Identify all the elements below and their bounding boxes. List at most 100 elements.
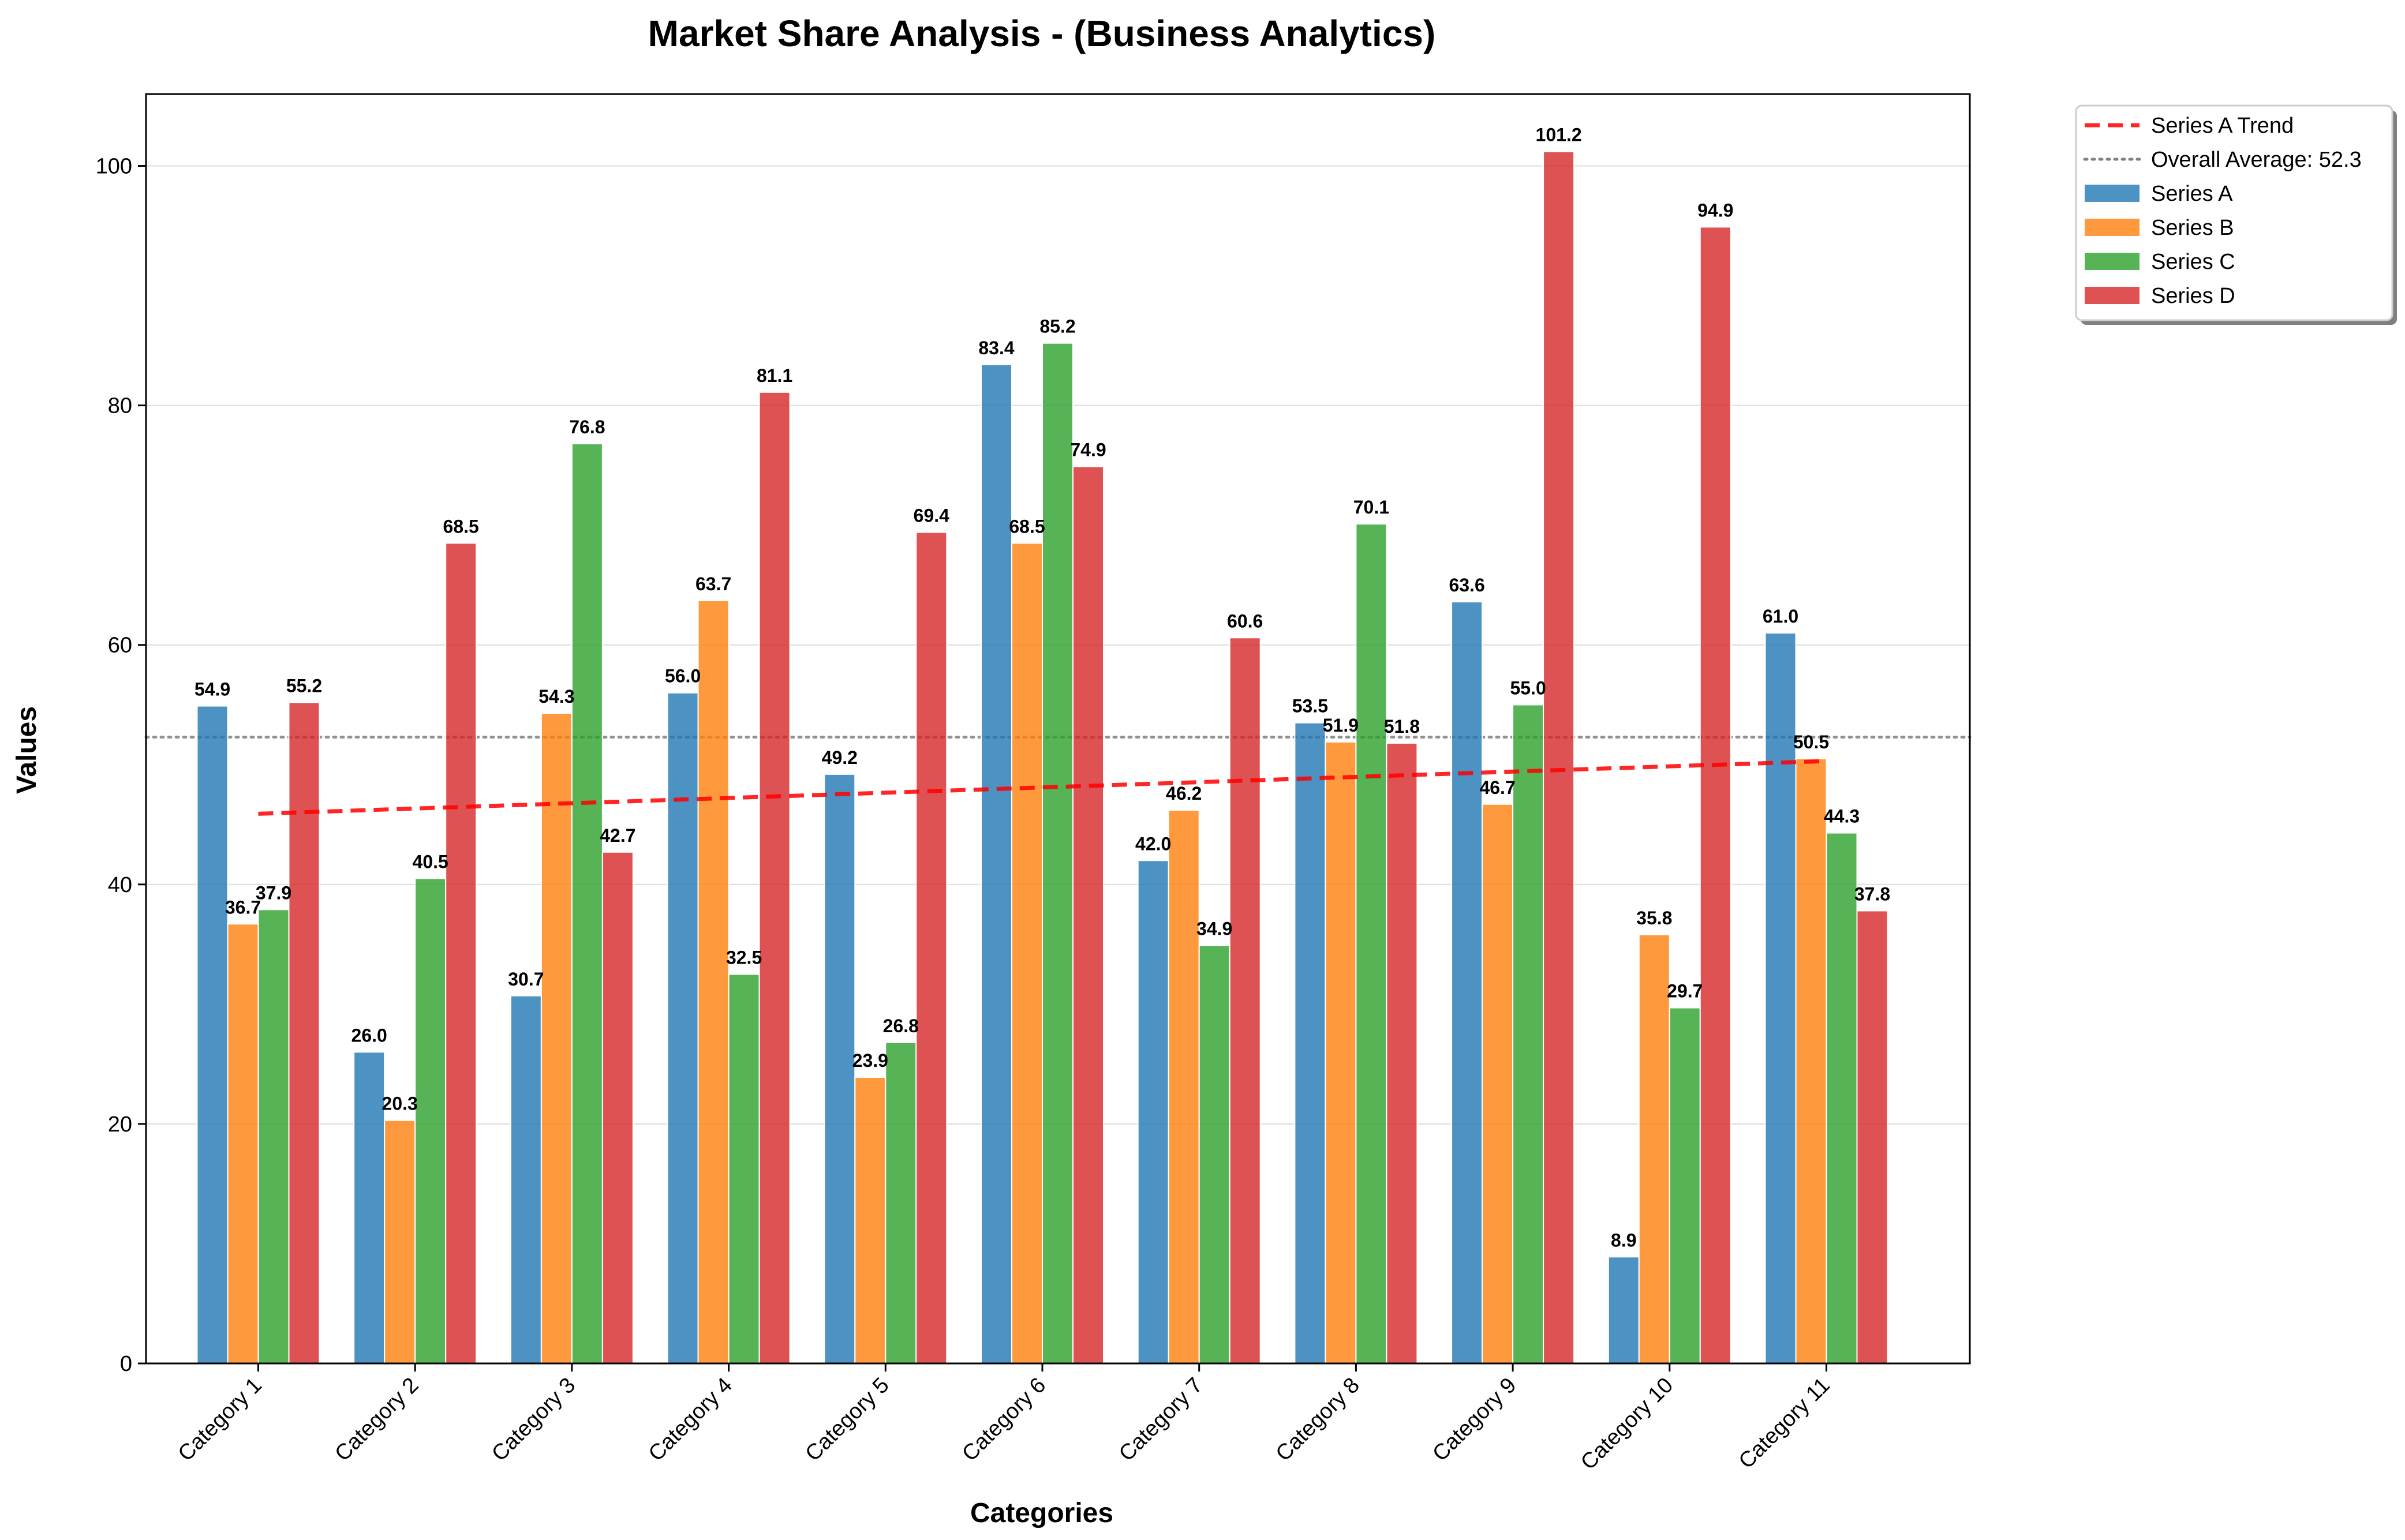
y-tick-label: 60 (108, 634, 132, 658)
bar (1137, 860, 1169, 1364)
bar (288, 702, 320, 1364)
bar-value-label: 37.9 (256, 882, 291, 903)
bar-value-label: 51.8 (1384, 716, 1420, 737)
bar-value-label: 29.7 (1667, 981, 1703, 1002)
bar-value-label: 32.5 (726, 947, 762, 968)
bar-value-label: 36.7 (225, 897, 261, 917)
bar (445, 542, 477, 1364)
y-tick-label: 80 (108, 394, 132, 418)
bar-value-label: 23.9 (852, 1050, 888, 1071)
bar-value-label: 63.6 (1449, 575, 1484, 595)
y-tick-label: 20 (108, 1112, 132, 1137)
bar-value-label: 68.5 (443, 516, 479, 537)
bar-value-label: 61.0 (1763, 606, 1798, 627)
bar-value-label: 55.2 (286, 675, 322, 696)
y-tick-label: 40 (108, 873, 132, 897)
x-axis-label: Categories (970, 1498, 1113, 1528)
bar-value-label: 50.5 (1793, 732, 1829, 752)
y-tick-label: 0 (120, 1352, 132, 1376)
bar (1011, 542, 1043, 1364)
bar (1669, 1007, 1701, 1365)
bar (414, 878, 447, 1364)
bar (384, 1119, 416, 1364)
legend-label: Series B (2151, 216, 2234, 240)
bar-value-label: 54.3 (538, 686, 574, 707)
bar (510, 995, 542, 1364)
bar (257, 909, 290, 1364)
bar (601, 851, 634, 1364)
y-axis-label: Values (12, 706, 42, 794)
bar-value-label: 26.0 (351, 1025, 387, 1046)
bar (1764, 632, 1797, 1364)
bar (1543, 151, 1575, 1365)
legend-swatch (2085, 185, 2140, 202)
bar (1325, 741, 1357, 1364)
bar (854, 1076, 887, 1365)
bar (196, 705, 229, 1364)
bar (1198, 945, 1230, 1364)
bar-value-label: 85.2 (1039, 316, 1075, 337)
bar-value-label: 69.4 (914, 505, 949, 526)
bar (915, 531, 948, 1364)
bar-value-label: 101.2 (1536, 125, 1582, 145)
bar (1386, 742, 1418, 1364)
bar (540, 713, 573, 1364)
trend-line-layer (258, 759, 1827, 816)
bar-value-label: 94.9 (1697, 200, 1733, 220)
bar (1451, 601, 1483, 1364)
legend-label: Series A Trend (2151, 114, 2294, 138)
bar (1826, 832, 1858, 1364)
bar-value-label: 34.9 (1196, 919, 1232, 939)
bar-value-label: 53.5 (1292, 696, 1328, 717)
bar (1856, 910, 1888, 1364)
bar (571, 443, 603, 1364)
bar-value-label: 56.0 (665, 666, 701, 687)
bar (697, 599, 730, 1364)
y-tick-label: 100 (96, 155, 132, 179)
bar-value-label: 63.7 (695, 574, 731, 594)
bar-value-label: 68.5 (1009, 516, 1045, 537)
data-labels: 54.9 26.0 30.7 56.0 49.2 83.4 42.0 53.5 63.6 8.9 6… (195, 125, 1890, 1251)
bar-value-label: 55.0 (1510, 677, 1546, 698)
bar-value-label: 81.1 (757, 365, 792, 386)
bar (1355, 523, 1387, 1364)
bar-value-label: 46.7 (1479, 777, 1515, 798)
bar (1699, 226, 1731, 1365)
bar (728, 973, 760, 1364)
bar-value-label: 26.8 (883, 1016, 919, 1036)
bar-value-label: 54.9 (195, 679, 230, 700)
bar-value-label: 49.2 (822, 747, 858, 768)
bar (667, 692, 699, 1364)
bar-value-label: 37.8 (1854, 883, 1890, 904)
bar-value-label: 42.0 (1135, 833, 1171, 854)
bar-value-label: 70.1 (1353, 497, 1389, 518)
bar-value-label: 8.9 (1611, 1230, 1636, 1250)
bar-value-label: 51.9 (1323, 715, 1359, 736)
bar (227, 923, 259, 1364)
bar (1638, 934, 1670, 1364)
legend-swatch (2085, 219, 2140, 236)
legend-swatch (2085, 287, 2140, 304)
bar-value-label: 35.8 (1636, 908, 1672, 928)
bar (824, 773, 856, 1364)
bar (353, 1051, 386, 1364)
legend-swatch (2085, 253, 2140, 270)
bar (1482, 803, 1514, 1365)
legend-label: Series C (2151, 250, 2235, 274)
bar-value-label: 76.8 (569, 417, 605, 437)
bar-value-label: 46.2 (1166, 783, 1202, 804)
bar-value-label: 42.7 (600, 825, 635, 846)
plot-frame (145, 93, 1971, 1365)
legend-label: Series D (2151, 284, 2235, 308)
bar-value-label: 40.5 (413, 851, 448, 872)
bar-value-label: 83.4 (978, 338, 1014, 358)
bar (1229, 637, 1261, 1364)
legend-box (2075, 104, 2393, 321)
bar (1042, 342, 1074, 1364)
trend-line (258, 759, 1827, 816)
bar (1795, 758, 1827, 1364)
bar-value-label: 30.7 (508, 969, 544, 990)
bar (981, 364, 1012, 1364)
